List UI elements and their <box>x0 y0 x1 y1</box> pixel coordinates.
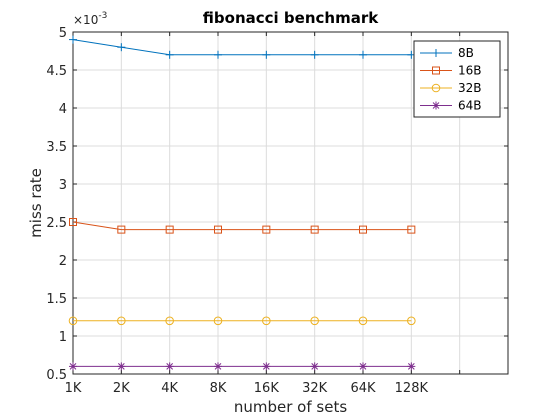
asterisk-marker <box>407 362 415 370</box>
legend-label: 64B <box>458 99 482 113</box>
y-tick-label: 4.5 <box>46 64 67 79</box>
plus-marker <box>262 51 270 59</box>
asterisk-marker <box>432 102 440 110</box>
x-tick-label: 128K <box>395 381 429 396</box>
asterisk-marker <box>166 362 174 370</box>
y-tick-label: 3.5 <box>46 140 67 155</box>
plus-marker <box>359 51 367 59</box>
y-axis-exponent-power: -3 <box>98 11 107 21</box>
chart-title: fibonacci benchmark <box>203 9 379 27</box>
y-tick-label: 4 <box>59 102 67 117</box>
y-axis-exponent: ×10-3 <box>73 11 107 27</box>
y-tick-label: 3 <box>59 178 67 193</box>
series-64B <box>69 362 415 370</box>
y-tick-label: 2.5 <box>46 216 67 231</box>
legend-label: 32B <box>458 81 482 95</box>
x-tick-label: 8K <box>210 381 227 396</box>
y-tick-label: 1.5 <box>46 292 67 307</box>
y-tick-label: 5 <box>59 26 67 41</box>
plus-marker <box>117 43 125 51</box>
y-tick-label: 2 <box>59 254 67 269</box>
y-tick-label: 1 <box>59 330 67 345</box>
x-tick-label: 4K <box>161 381 178 396</box>
legend-label: 8B <box>458 46 474 60</box>
asterisk-marker <box>311 362 319 370</box>
plus-marker <box>69 36 77 44</box>
x-tick-label: 64K <box>350 381 376 396</box>
asterisk-marker <box>69 362 77 370</box>
asterisk-marker <box>117 362 125 370</box>
x-tick-label: 1K <box>65 381 82 396</box>
x-axis-label: number of sets <box>234 398 347 416</box>
legend: 8B 16B 32B 64B <box>414 41 500 117</box>
asterisk-marker <box>262 362 270 370</box>
x-tick-label: 32K <box>302 381 328 396</box>
x-tick-label: 16K <box>254 381 280 396</box>
x-tick-label: 2K <box>113 381 130 396</box>
legend-label: 16B <box>458 64 482 78</box>
plus-marker <box>214 51 222 59</box>
plus-marker <box>166 51 174 59</box>
y-tick-label: 0.5 <box>46 368 67 383</box>
asterisk-marker <box>359 362 367 370</box>
asterisk-marker <box>214 362 222 370</box>
y-axis-label: miss rate <box>27 168 45 238</box>
plus-marker <box>311 51 319 59</box>
y-axis-exponent-base: ×10 <box>73 13 98 27</box>
